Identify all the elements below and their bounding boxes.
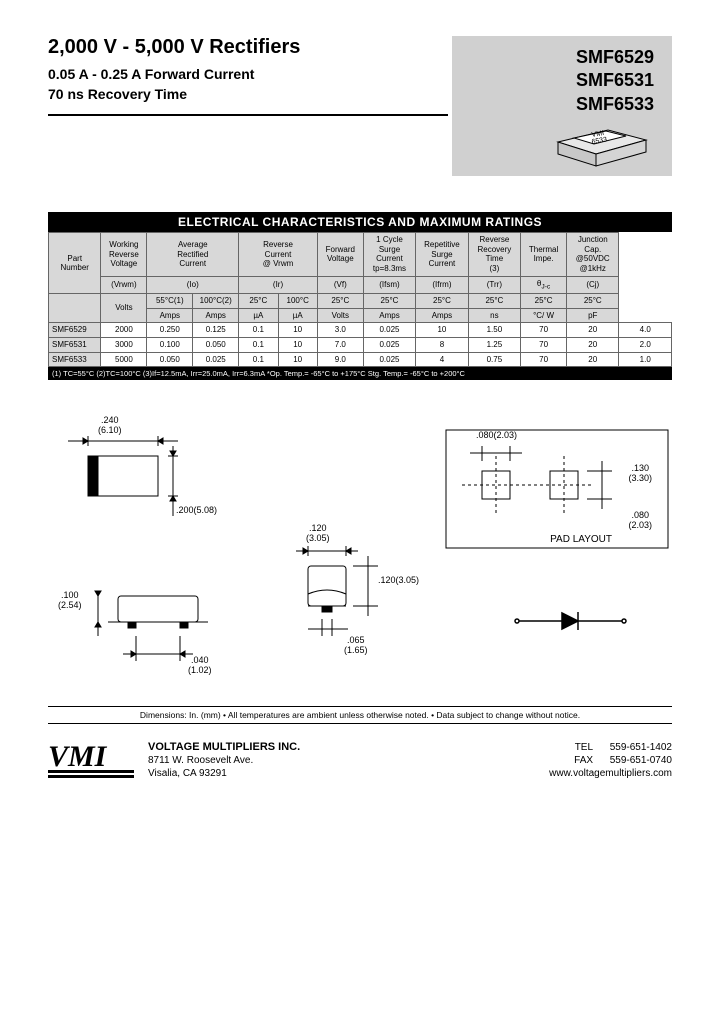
col-vf: ForwardVoltage	[317, 233, 363, 276]
dim-065: .065 (1.65)	[344, 636, 368, 656]
svg-text:VMI: VMI	[48, 740, 108, 773]
col-trr: ReverseRecoveryTime(3)	[468, 233, 520, 276]
dimensions-note: Dimensions: In. (mm) • All temperatures …	[48, 706, 672, 724]
electrical-table-section: ELECTRICAL CHARACTERISTICS AND MAXIMUM R…	[48, 212, 672, 380]
dim-120b: .120(3.05)	[378, 576, 419, 586]
tel-number: 559-651-1402	[610, 742, 672, 753]
subtitle-1: 0.05 A - 0.25 A Forward Current	[48, 65, 452, 85]
col-ifrm: RepetitiveSurgeCurrent	[416, 233, 468, 276]
title-block: 2,000 V - 5,000 V Rectifiers 0.05 A - 0.…	[48, 36, 452, 116]
header: 2,000 V - 5,000 V Rectifiers 0.05 A - 0.…	[48, 36, 672, 176]
subtitle-2: 70 ns Recovery Time	[48, 85, 452, 105]
main-title: 2,000 V - 5,000 V Rectifiers	[48, 36, 452, 59]
part-number-box: SMF6529 SMF6531 SMF6533 VMI 6533	[452, 36, 672, 176]
pad-dim-080a: .080(2.03)	[476, 431, 517, 441]
table-row: SMF6529 2000 0.250 0.125 0.1 10 3.0 0.02…	[49, 323, 672, 338]
dim-120a: .120 (3.05)	[306, 524, 330, 544]
address-line-1: 8711 W. Roosevelt Ave.	[148, 754, 535, 767]
table-title: ELECTRICAL CHARACTERISTICS AND MAXIMUM R…	[48, 212, 672, 232]
header-rule	[48, 114, 448, 116]
part-number-2: SMF6531	[470, 69, 654, 92]
footer: VMI VOLTAGE MULTIPLIERS INC. 8711 W. Roo…	[48, 738, 672, 782]
fax-label: FAX	[574, 755, 593, 766]
col-thermal: ThermalImpe.	[521, 233, 567, 276]
side-view-drawing	[78, 576, 258, 676]
footer-contact: TEL 559-651-1402 FAX 559-651-0740 www.vo…	[549, 741, 672, 780]
address-line-2: Visalia, CA 93291	[148, 767, 535, 780]
chip-icon: VMI 6533	[548, 110, 658, 170]
pad-dim-080b: .080 (2.03)	[628, 511, 652, 531]
col-ir: ReverseCurrent@ Vrwm	[239, 233, 318, 276]
tel-label: TEL	[575, 742, 593, 753]
dim-040: .040 (1.02)	[188, 656, 212, 676]
pad-dim-130: .130 (3.30)	[628, 464, 652, 484]
table-row: SMF6531 3000 0.100 0.050 0.1 10 7.0 0.02…	[49, 337, 672, 352]
dim-240: .240 (6.10)	[98, 416, 122, 436]
table-row: SMF6533 5000 0.050 0.025 0.1 10 9.0 0.02…	[49, 352, 672, 367]
footer-address: VOLTAGE MULTIPLIERS INC. 8711 W. Rooseve…	[148, 740, 535, 780]
col-ifsm: 1 CycleSurgeCurrenttp=8.3ms	[363, 233, 415, 276]
dim-200: .200(5.08)	[176, 506, 217, 516]
end-view-drawing	[278, 536, 408, 656]
company-name: VOLTAGE MULTIPLIERS INC.	[148, 740, 535, 754]
diode-symbol-icon	[512, 606, 632, 636]
pad-layout-label: PAD LAYOUT	[550, 534, 612, 545]
electrical-table: PartNumber WorkingReverseVoltage Average…	[48, 232, 672, 367]
dim-100: .100 (2.54)	[58, 591, 82, 611]
col-vrwm: WorkingReverseVoltage	[101, 233, 147, 276]
website: www.voltagemultipliers.com	[549, 767, 672, 780]
col-part: PartNumber	[49, 233, 101, 294]
col-io: AverageRectifiedCurrent	[147, 233, 239, 276]
part-number-1: SMF6529	[470, 46, 654, 69]
mechanical-drawings: .240 (6.10) .200(5.08) .100 (2.54) .040 …	[48, 416, 672, 696]
table-footnote: (1) TC=55°C (2)TC=100°C (3)If=12.5mA, Ir…	[48, 367, 672, 380]
col-cj: JunctionCap.@50VDC@1kHz	[567, 233, 619, 276]
vmi-logo-icon: VMI	[48, 738, 134, 782]
fax-number: 559-651-0740	[610, 755, 672, 766]
